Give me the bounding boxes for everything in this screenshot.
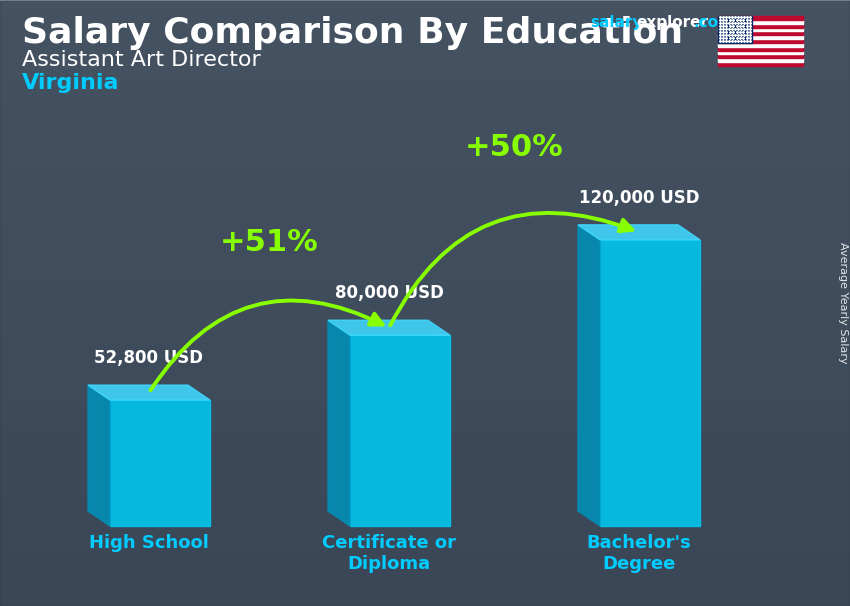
Text: +50%: +50% [465,133,564,162]
Polygon shape [328,320,350,526]
Text: Assistant Art Director: Assistant Art Director [22,50,261,70]
Bar [718,51,803,55]
Bar [718,62,803,66]
Bar [718,58,803,62]
Text: Salary Comparison By Education: Salary Comparison By Education [22,16,683,50]
Bar [718,24,803,27]
Text: salary: salary [590,15,643,30]
Text: .com: .com [694,15,735,30]
Bar [718,27,803,32]
Bar [110,400,210,526]
Text: Bachelor's
Degree: Bachelor's Degree [586,534,691,573]
Bar [718,43,803,47]
Text: Virginia: Virginia [22,73,120,93]
Bar [718,16,752,43]
Bar [600,240,700,526]
Bar [718,20,803,24]
Text: explorer: explorer [636,15,708,30]
Bar [718,55,803,58]
Polygon shape [88,385,210,400]
Bar [718,47,803,51]
Polygon shape [578,225,700,240]
Bar [718,35,803,39]
Polygon shape [88,385,110,526]
Bar [350,335,450,526]
Text: 80,000 USD: 80,000 USD [335,284,444,302]
Bar [718,39,803,43]
Text: 52,800 USD: 52,800 USD [94,349,203,367]
Text: +51%: +51% [219,228,319,257]
Text: 120,000 USD: 120,000 USD [579,189,700,207]
Polygon shape [328,320,450,335]
Text: Average Yearly Salary: Average Yearly Salary [838,242,848,364]
Bar [718,16,803,20]
Text: Certificate or
Diploma: Certificate or Diploma [322,534,456,573]
Bar [718,32,803,35]
Text: High School: High School [89,534,209,552]
Polygon shape [578,225,600,526]
